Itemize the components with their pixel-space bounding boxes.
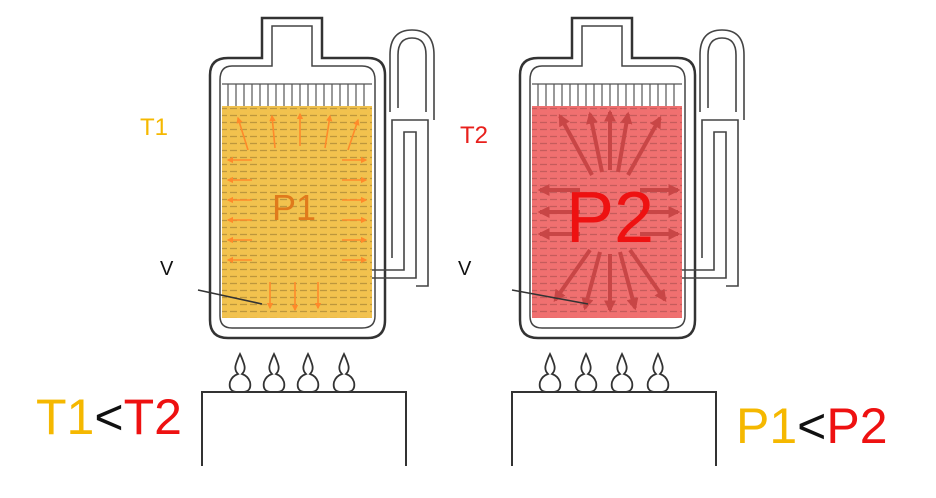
left-vessel-inner-wall (219, 25, 376, 329)
pressure-comparison: P1<P2 (736, 398, 888, 454)
left-heater-box (201, 391, 407, 466)
right-temp-label: T2 (460, 122, 488, 149)
left-lid-vents (222, 83, 372, 106)
left-temp-label: T1 (140, 114, 168, 141)
right-lid-vents (532, 83, 682, 106)
left-heater (201, 351, 407, 466)
right-manometer (682, 29, 745, 287)
left-pressure-arrows (226, 112, 368, 312)
right-flames (538, 351, 670, 393)
right-vessel (511, 16, 745, 340)
pressure-comparison-a: P1 (736, 398, 797, 454)
left-manometer (372, 29, 435, 287)
right-vessel-inner-wall (529, 25, 686, 329)
left-pressure-label: P1 (272, 187, 316, 228)
pressure-comparison-op: < (797, 398, 826, 454)
temp-comparison-b: T2 (124, 389, 182, 445)
temp-comparison-a: T1 (36, 389, 94, 445)
left-volume-label: V (160, 258, 174, 280)
left-volume-pointer (197, 289, 263, 305)
right-heater (511, 351, 717, 466)
left-vessel (197, 16, 435, 340)
left-flames (228, 351, 356, 393)
pressure-comparison-b: P2 (826, 398, 887, 454)
right-pressure-arrows (537, 109, 681, 313)
right-pressure-label: P2 (566, 178, 654, 258)
temp-comparison: T1<T2 (36, 389, 182, 445)
temp-comparison-op: < (94, 389, 123, 445)
right-heater-box (511, 391, 717, 466)
right-volume-label: V (458, 258, 472, 280)
right-volume-pointer (511, 289, 589, 305)
